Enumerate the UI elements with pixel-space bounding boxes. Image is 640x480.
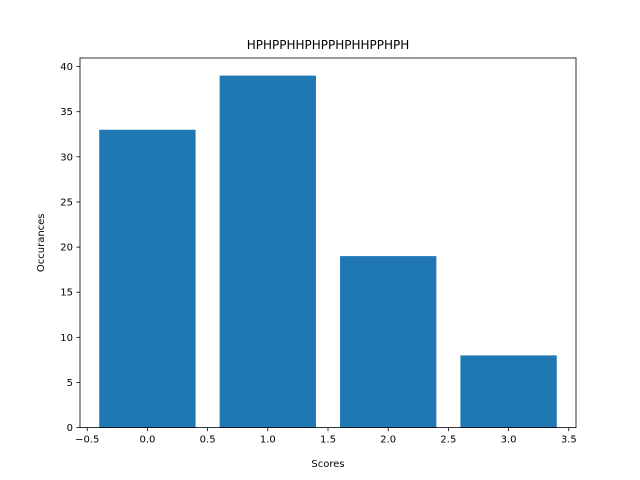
bar-2 <box>340 256 437 428</box>
x-tick-label: 1.0 <box>260 435 276 446</box>
x-tick-label: 2.0 <box>380 435 396 446</box>
bar-3 <box>460 355 557 428</box>
chart-title: HPHPPHHPHPPHPHHPPHPH <box>247 38 410 52</box>
x-tick-label: −0.5 <box>75 435 99 446</box>
y-tick-label: 20 <box>60 243 73 254</box>
x-axis-ticks: −0.5 0.0 0.5 1.0 1.5 2.0 2.5 3.0 3.5 <box>75 427 577 446</box>
y-tick-label: 5 <box>67 378 73 389</box>
y-axis-ticks: 0 5 10 15 20 25 30 35 40 <box>60 62 80 434</box>
x-tick-label: 1.5 <box>320 435 336 446</box>
x-tick-label: 3.0 <box>501 435 517 446</box>
x-tick-label: 3.5 <box>561 435 577 446</box>
bar-1 <box>219 75 316 428</box>
x-tick-label: 2.5 <box>440 435 456 446</box>
y-tick-label: 40 <box>60 62 73 73</box>
x-axis-label: Scores <box>311 459 344 470</box>
y-axis-label: Occurances <box>36 213 47 272</box>
y-tick-label: 10 <box>60 333 73 344</box>
bars-group <box>99 75 557 428</box>
plot-area: −0.5 0.0 0.5 1.0 1.5 2.0 2.5 3.0 3.5 0 5 10 15 20 25 3… <box>60 57 577 446</box>
x-tick-label: 0.5 <box>200 435 216 446</box>
bar-0 <box>99 129 196 428</box>
y-tick-label: 25 <box>60 197 73 208</box>
y-tick-label: 0 <box>67 423 73 434</box>
y-tick-label: 35 <box>60 107 73 118</box>
y-tick-label: 15 <box>60 288 73 299</box>
y-tick-label: 30 <box>60 152 73 163</box>
x-tick-label: 0.0 <box>139 435 155 446</box>
